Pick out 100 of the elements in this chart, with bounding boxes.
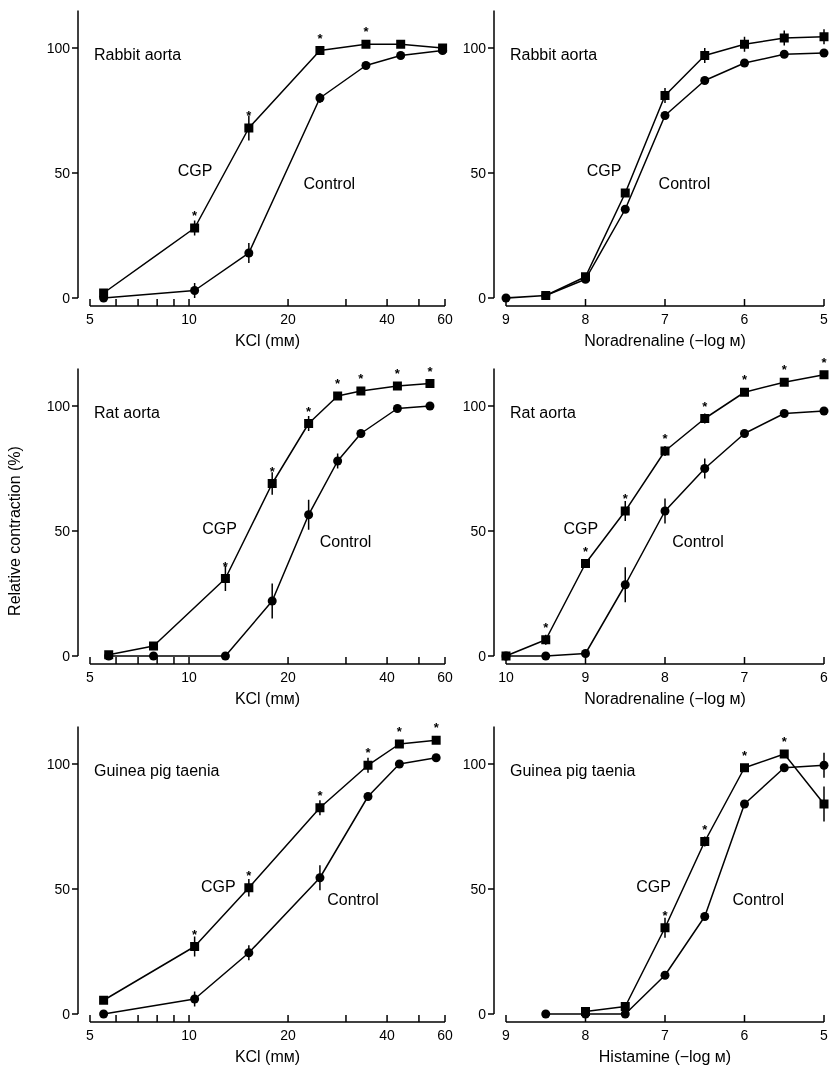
y-tick-label: 50 <box>54 164 71 181</box>
y-tick-label: 0 <box>62 289 71 306</box>
x-tick-label: 5 <box>86 1027 95 1043</box>
x-axis-title: KCl (mм) <box>234 1048 301 1065</box>
annotation: * <box>427 363 434 379</box>
y-tick-label: 50 <box>470 522 487 539</box>
annotation: * <box>396 724 403 739</box>
annotation: * <box>192 208 199 223</box>
x-tick-label: 7 <box>661 1027 670 1043</box>
y-tick-label: 100 <box>46 39 71 56</box>
y-tick-label: 50 <box>54 522 71 539</box>
text: Guinea pig taenia <box>94 762 220 779</box>
x-axis-title: Noradrenaline (−log м) <box>584 690 746 707</box>
annotation: * <box>335 376 342 391</box>
y-tick-label: 0 <box>478 647 487 664</box>
annotation: * <box>222 558 229 574</box>
annotation: * <box>365 745 372 761</box>
annotation: * <box>317 787 324 803</box>
y-tick-label: 0 <box>478 289 487 306</box>
x-tick-label: 40 <box>379 1027 396 1043</box>
series-label: CGP <box>177 162 213 179</box>
y-tick-label: 0 <box>62 1005 71 1022</box>
annotation: * <box>622 491 629 506</box>
x-tick-label: 7 <box>661 311 670 327</box>
series-label: Control <box>732 891 785 908</box>
annotation: * <box>821 354 828 370</box>
x-tick-label: 60 <box>437 311 453 327</box>
series-label: CGP <box>586 162 622 179</box>
annotation: * <box>363 24 370 40</box>
annotation: * <box>543 619 550 635</box>
x-tick-label: 20 <box>280 669 297 685</box>
y-axis-title: Relative contraction (%) <box>6 446 23 616</box>
x-tick-label: 9 <box>502 311 511 327</box>
annotation: * <box>394 366 401 381</box>
text: Rabbit aorta <box>510 46 598 63</box>
x-tick-label: 40 <box>379 669 396 685</box>
x-tick-label: 5 <box>820 311 829 327</box>
y-tick-label: 50 <box>470 880 487 897</box>
series-label: Control <box>303 175 356 192</box>
annotation: * <box>582 543 589 559</box>
series-label: CGP <box>636 878 671 895</box>
x-axis-title: KCl (mм) <box>234 690 301 707</box>
text: Rat aorta <box>510 404 576 421</box>
series-label: CGP <box>202 520 237 537</box>
x-tick-label: 10 <box>181 311 198 327</box>
annotation: * <box>781 734 788 749</box>
text: Rat aorta <box>94 404 160 421</box>
x-tick-label: 8 <box>661 669 670 685</box>
annotation: * <box>662 907 669 923</box>
x-tick-label: 9 <box>581 669 590 685</box>
x-tick-label: 9 <box>502 1027 511 1043</box>
annotation: * <box>358 371 365 386</box>
annotation: * <box>741 372 748 388</box>
series-label: Control <box>658 175 711 192</box>
y-tick-label: 0 <box>62 647 71 664</box>
y-tick-label: 100 <box>46 397 71 414</box>
annotation: * <box>702 398 709 414</box>
annotation: * <box>269 463 276 479</box>
x-axis-title: Noradrenaline (−log м) <box>584 332 746 349</box>
y-tick-label: 50 <box>470 164 487 181</box>
y-tick-label: 0 <box>478 1005 487 1022</box>
annotation: * <box>781 362 788 378</box>
text: Rabbit aorta <box>94 46 182 63</box>
y-tick-label: 100 <box>462 755 487 772</box>
x-tick-label: 8 <box>581 1027 590 1043</box>
x-tick-label: 6 <box>820 669 829 685</box>
annotation: * <box>702 821 709 837</box>
annotation: * <box>306 403 313 419</box>
x-tick-label: 20 <box>280 1027 297 1043</box>
series-label: Control <box>319 533 372 550</box>
y-tick-label: 50 <box>54 880 71 897</box>
x-tick-label: 60 <box>437 669 453 685</box>
y-tick-label: 100 <box>462 397 487 414</box>
x-tick-label: 6 <box>740 1027 749 1043</box>
x-tick-label: 10 <box>498 669 514 685</box>
annotation: * <box>741 747 748 763</box>
x-axis-title: KCl (mм) <box>234 332 301 349</box>
series-label: Control <box>327 891 379 908</box>
x-tick-label: 7 <box>740 669 749 685</box>
series-label: CGP <box>201 878 236 895</box>
series-label: Control <box>672 533 724 550</box>
x-tick-label: 5 <box>820 1027 829 1043</box>
x-tick-label: 5 <box>86 669 95 685</box>
series-label: CGP <box>563 520 599 537</box>
annotation: * <box>433 720 440 736</box>
x-tick-label: 10 <box>181 1027 198 1043</box>
x-axis-title: Histamine (−log м) <box>598 1048 732 1065</box>
x-tick-label: 5 <box>86 311 95 327</box>
y-tick-label: 100 <box>462 39 487 56</box>
x-tick-label: 20 <box>280 311 297 327</box>
annotation: * <box>662 431 669 446</box>
x-tick-label: 10 <box>181 669 198 685</box>
x-tick-label: 60 <box>437 1027 453 1043</box>
annotation: * <box>246 108 253 123</box>
annotation: * <box>246 867 253 883</box>
annotation: * <box>317 30 324 46</box>
text: Guinea pig taenia <box>510 762 636 779</box>
x-tick-label: 40 <box>379 311 396 327</box>
annotation: * <box>192 926 199 942</box>
x-tick-label: 6 <box>740 311 749 327</box>
